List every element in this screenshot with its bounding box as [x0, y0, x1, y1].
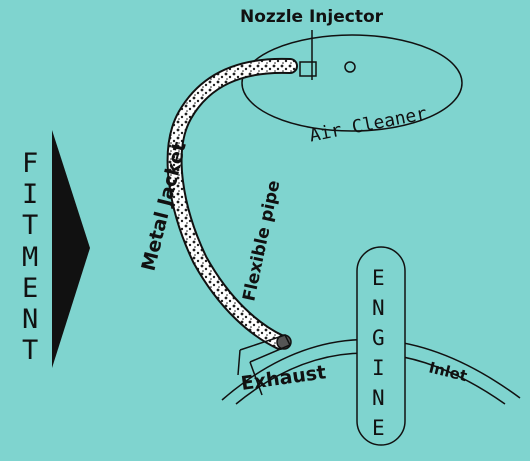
engine-letter: I — [372, 356, 385, 380]
fitment-letter: F — [22, 148, 38, 179]
fitment-letter: I — [22, 179, 38, 210]
exhaust-bracket — [237, 334, 292, 396]
fitment-letter: T — [22, 335, 38, 366]
nozzle-injector-label: Nozzle Injector — [240, 7, 384, 27]
fitment-arrow-shape — [52, 130, 90, 368]
engine-letter: E — [372, 266, 385, 290]
fitment-letter: M — [22, 242, 38, 273]
exhaust-label: Exhaust — [240, 361, 328, 395]
fitment-letter: N — [22, 304, 38, 335]
air-cleaner-center-hole — [344, 61, 356, 73]
engine-letter: G — [372, 326, 385, 350]
engine-letter: E — [372, 416, 385, 440]
engine-letter: N — [372, 296, 385, 320]
engine-letter: N — [372, 386, 385, 410]
engine-block — [356, 246, 406, 446]
flexible-pipe-braid — [168, 59, 296, 348]
nozzle-injector-body — [299, 61, 317, 77]
air-cleaner-label: Air Cleaner — [308, 103, 429, 146]
fitment-letter: E — [22, 273, 38, 304]
flexible-pipe-label: Flexible pipe — [239, 179, 284, 303]
air-cleaner-ellipse — [241, 34, 463, 132]
fitment-letter: T — [22, 210, 38, 241]
